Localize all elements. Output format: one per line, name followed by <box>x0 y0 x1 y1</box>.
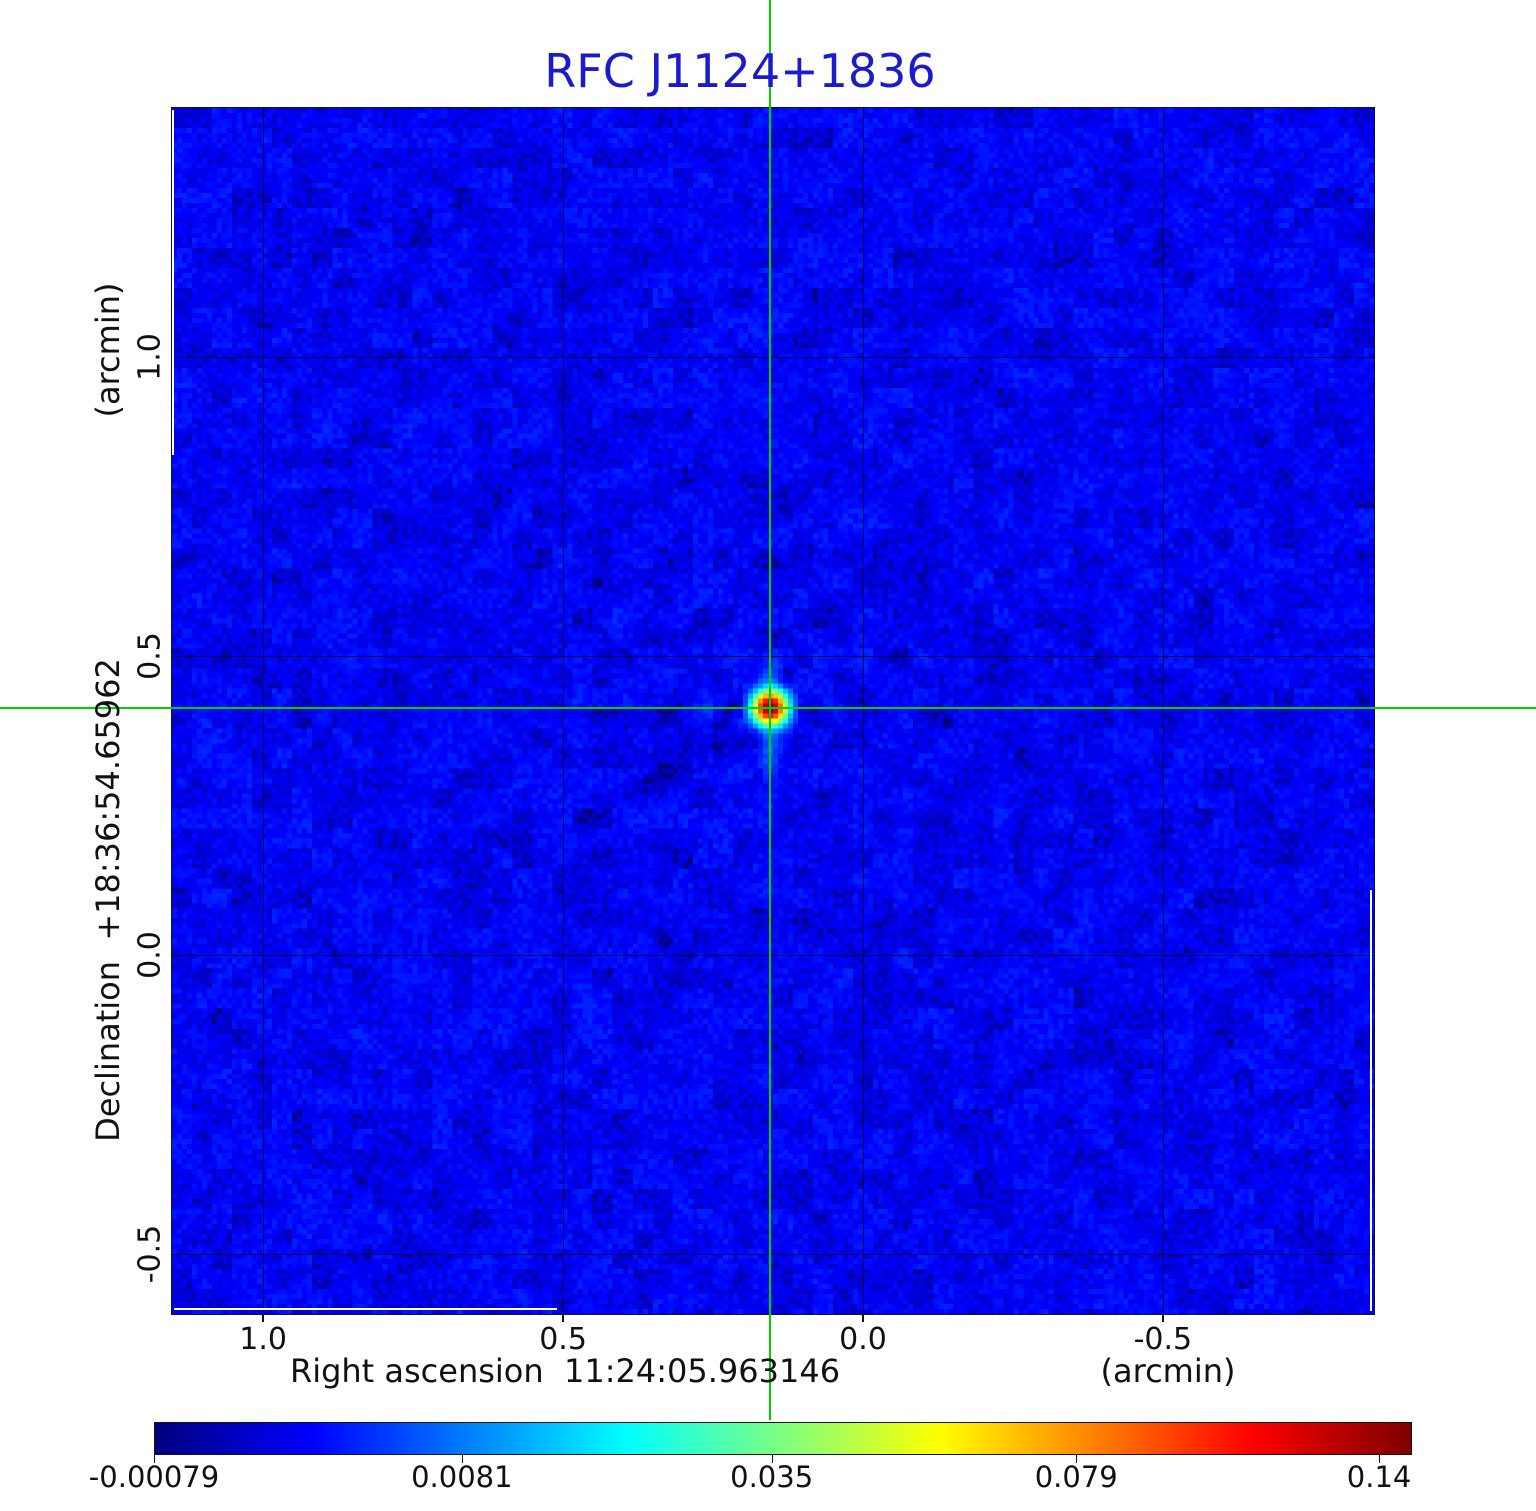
x-axis-tick-label: 0.5 <box>539 1322 587 1357</box>
edge-artifact-bottom <box>174 1308 557 1310</box>
colorbar-tick-label: -0.00079 <box>88 1460 220 1494</box>
colorbar-tick-label: 0.079 <box>1034 1460 1118 1494</box>
colorbar-tick-mark <box>1076 1455 1078 1463</box>
y-axis-tick-label: 0.0 <box>132 930 168 979</box>
colorbar-tick-mark <box>461 1455 463 1463</box>
x-axis-tick-label: 1.0 <box>239 1322 288 1357</box>
y-gridline <box>172 655 1374 657</box>
x-axis-tick-mark <box>262 1314 265 1322</box>
colorbar-tick-label: 0.035 <box>730 1460 814 1494</box>
colorbar-tick-mark <box>1379 1455 1381 1463</box>
colorbar-tick-mark <box>771 1455 773 1463</box>
y-axis-unit-label: (arcmin) <box>89 282 127 418</box>
x-axis-tick-mark <box>562 1314 565 1322</box>
page-title: RFC J1124+1836 <box>544 44 936 98</box>
y-axis-tick-label: 0.5 <box>132 631 168 680</box>
y-axis-tick-label: -0.5 <box>132 1224 168 1283</box>
colorbar-tick-label: 0.0081 <box>411 1460 513 1494</box>
colorbar-tick-label: 0.14 <box>1346 1460 1412 1494</box>
x-axis-tick-label: -0.5 <box>1133 1322 1193 1357</box>
crosshair-horizontal-line <box>0 706 1536 709</box>
x-axis-unit-label: (arcmin) <box>1100 1352 1236 1390</box>
x-axis-label: Right ascension 11:24:05.963146 <box>289 1352 841 1390</box>
y-gridline <box>172 1253 1374 1255</box>
x-gridline <box>563 108 565 1314</box>
y-gridline <box>172 954 1374 956</box>
edge-artifact-right <box>1370 890 1372 1311</box>
x-axis-tick-mark <box>861 1314 864 1322</box>
y-axis-label: Declination +18:36:54.65962 <box>89 658 127 1142</box>
x-axis-tick-mark <box>1161 1314 1164 1322</box>
x-gridline <box>862 108 864 1314</box>
colorbar-canvas <box>154 1422 1412 1455</box>
x-gridline <box>1162 108 1164 1314</box>
x-axis-tick-label: 0.0 <box>839 1322 887 1357</box>
colorbar-tick-mark <box>154 1455 155 1463</box>
crosshair-vertical-line <box>769 0 771 1420</box>
y-gridline <box>172 356 1374 358</box>
x-gridline <box>263 108 265 1314</box>
radio-map-canvas <box>172 108 1374 1314</box>
y-axis-tick-label: 1.0 <box>132 332 168 381</box>
edge-artifact-left <box>172 110 174 455</box>
